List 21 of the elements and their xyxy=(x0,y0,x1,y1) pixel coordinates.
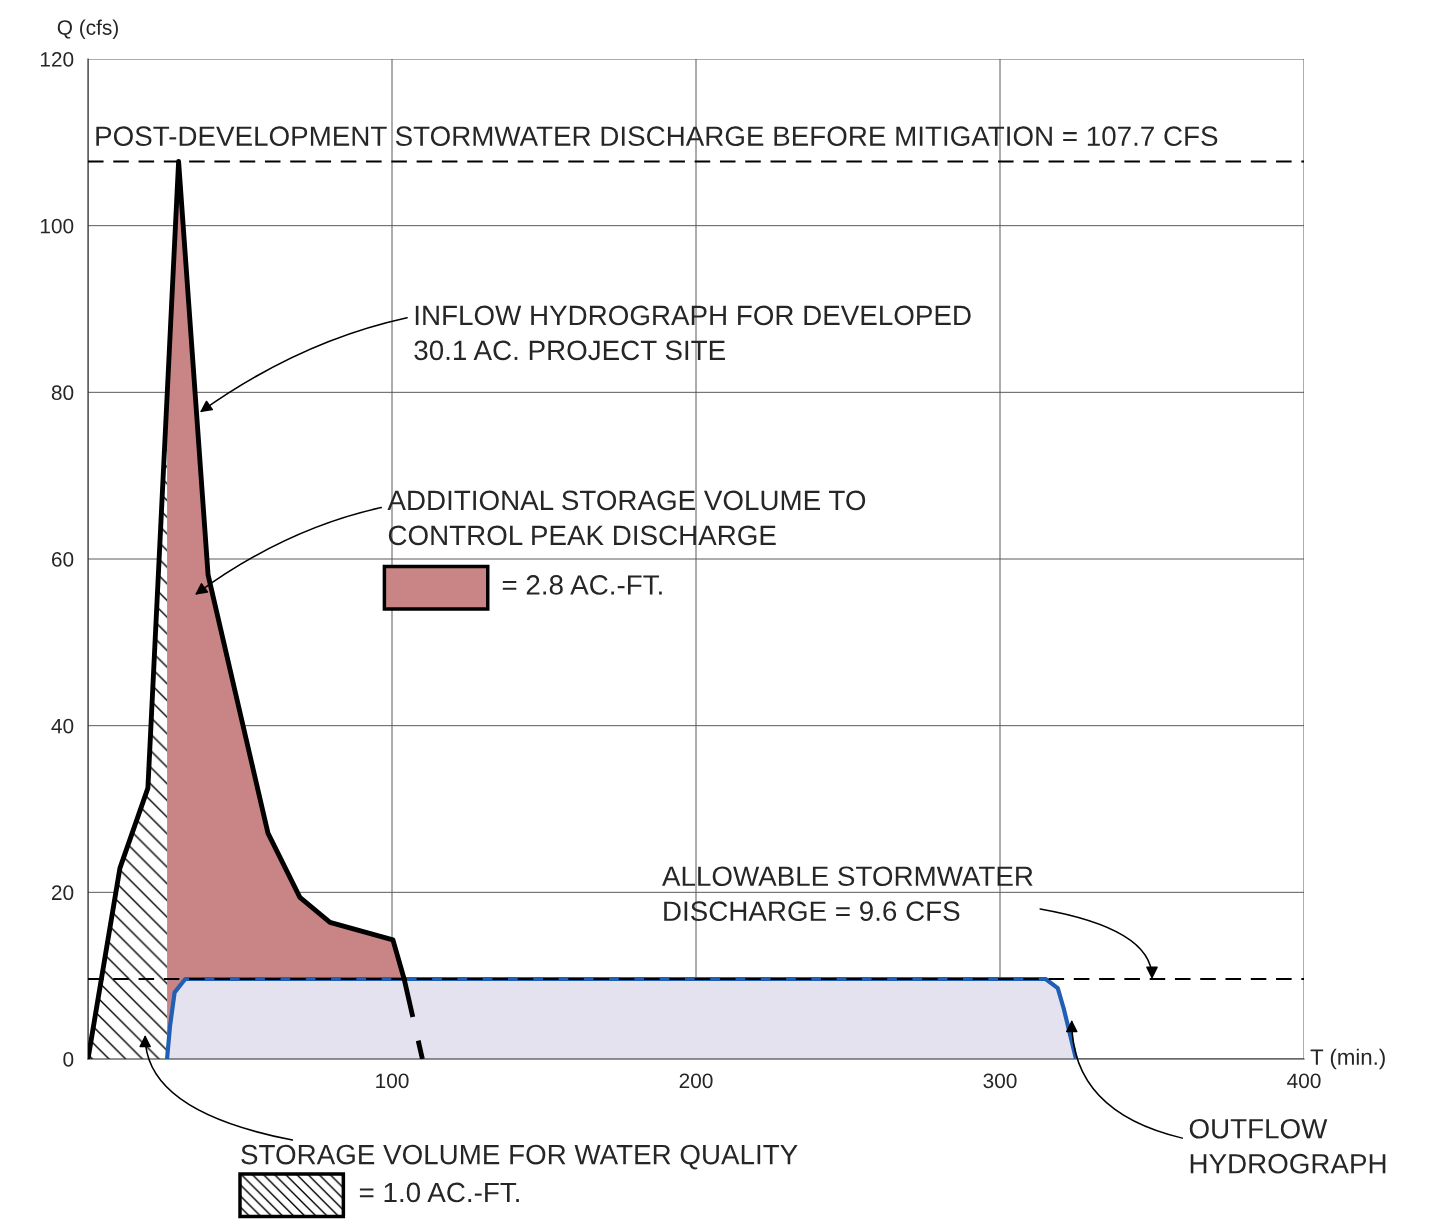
x-axis-title: T (min.) xyxy=(1310,1048,1385,1070)
y-tick-label: 0 xyxy=(63,1052,74,1067)
y-tick-label: 20 xyxy=(51,885,74,901)
y-tick-label: 40 xyxy=(51,718,74,734)
annotation: ALLOWABLE STORMWATER DISCHARGE = 9.6 CFS xyxy=(662,866,1033,922)
annotation: INFLOW HYDROGRAPH FOR DEVELOPED 30.1 AC. PROJECT SITE xyxy=(414,305,971,361)
y-tick-label: 60 xyxy=(52,552,74,567)
y-tick-label: 80 xyxy=(51,385,74,401)
ref-line-label: POST-DEVELOPMENT STORMWATER DISCHARGE BEFORE MITIGATION = 107.7 CFS xyxy=(96,126,1218,147)
annotation: OUTFLOW HYDROGRAPH xyxy=(1189,1118,1386,1174)
x-tick-label: 400 xyxy=(1287,1073,1321,1089)
y-tick-label: 120 xyxy=(40,52,74,67)
y-axis-title: Q (cfs) xyxy=(57,19,118,39)
text: STORAGE VOLUME FOR WATER QUALITY xyxy=(241,1144,798,1170)
x-tick-label: 200 xyxy=(679,1073,713,1089)
x-tick-label: 100 xyxy=(376,1073,409,1089)
y-tick-label: 100 xyxy=(40,218,74,234)
text: = 1.0 AC.-FT. xyxy=(359,1182,519,1203)
x-tick-label: 300 xyxy=(983,1073,1017,1089)
annotation: = 2.8 AC.-FT. xyxy=(502,575,662,595)
annotation: ADDITIONAL STORAGE VOLUME TO CONTROL PEAK DISCHARGE xyxy=(387,490,866,546)
